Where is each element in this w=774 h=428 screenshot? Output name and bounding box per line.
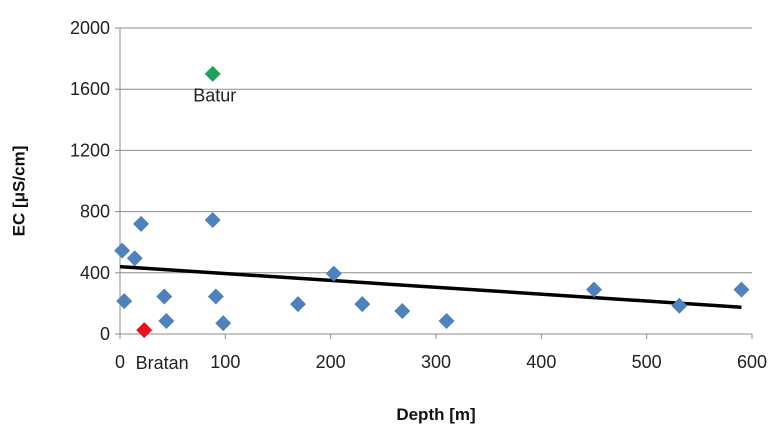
annotation-label: Batur — [193, 85, 236, 105]
y-tick-label: 1200 — [70, 140, 110, 160]
x-tick-label: 300 — [421, 352, 451, 372]
y-tick-label: 800 — [80, 202, 110, 222]
data-point — [394, 303, 411, 320]
data-point — [133, 215, 150, 232]
trendline-group — [119, 264, 742, 309]
annotation-label: Bratan — [136, 353, 189, 373]
y-tick-label: 0 — [100, 324, 110, 344]
data-point — [116, 293, 133, 310]
y-tick-label: 2000 — [70, 18, 110, 38]
data-point — [204, 212, 221, 229]
y-axis-title: EC [μS/cm] — [9, 146, 28, 237]
axis-ticks: 0 400 800 1200 1600 2000 0 100 200 300 400 500 600 — [70, 18, 767, 372]
x-tick-label: 400 — [526, 352, 556, 372]
data-point — [586, 281, 602, 298]
x-tick-label: 500 — [632, 352, 662, 372]
data-point — [156, 288, 173, 305]
data-point — [325, 265, 342, 282]
data-point — [438, 312, 455, 329]
x-axis-title: Depth [m] — [396, 405, 475, 424]
data-points — [114, 65, 750, 339]
trendline — [119, 264, 742, 309]
x-tick-label: 0 — [115, 352, 125, 372]
data-point — [126, 250, 143, 267]
data-point — [215, 315, 232, 332]
data-point — [290, 296, 307, 313]
data-point — [354, 296, 371, 313]
data-point — [158, 312, 175, 329]
gridlines — [120, 27, 752, 274]
bratan-point — [136, 322, 153, 339]
data-point — [733, 281, 750, 298]
x-tick-label: 600 — [737, 352, 767, 372]
x-tick-label: 200 — [316, 352, 346, 372]
data-point — [114, 242, 131, 259]
data-point — [207, 288, 224, 305]
x-tick-label: 100 — [210, 352, 240, 372]
annotations: Batur Bratan — [136, 85, 237, 373]
batur-point — [204, 65, 221, 82]
data-point — [671, 297, 688, 314]
y-tick-label: 400 — [80, 263, 110, 283]
y-tick-label: 1600 — [70, 79, 110, 99]
